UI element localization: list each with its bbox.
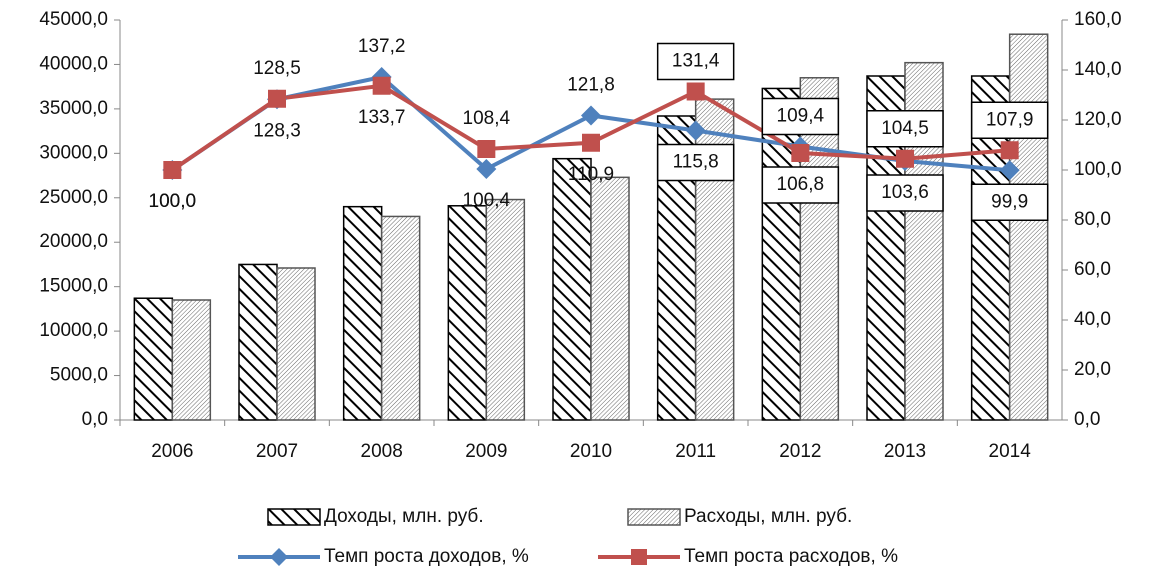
marker (1000, 141, 1019, 160)
x-tick-label: 2012 (779, 441, 821, 462)
data-label: 100,0 (149, 191, 197, 212)
y2-tick-label: 20,0 (1074, 359, 1111, 380)
data-label: 115,8 (673, 152, 719, 173)
marker (999, 160, 1020, 181)
data-label: 128,3 (253, 120, 301, 141)
data-label: 121,8 (567, 75, 615, 96)
y-tick-label: 25000,0 (39, 187, 108, 208)
x-tick-label: 2010 (570, 441, 612, 462)
x-tick-label: 2009 (465, 441, 507, 462)
bar (447, 205, 488, 421)
y2-tick-label: 60,0 (1074, 259, 1111, 280)
marker (372, 76, 391, 95)
label-box (866, 174, 944, 212)
label-box (656, 42, 735, 81)
marker (896, 149, 914, 168)
bar (276, 267, 316, 421)
bar (342, 205, 383, 421)
data-label: 100,4 (463, 190, 511, 211)
legend-swatch (627, 508, 681, 526)
marker (476, 159, 497, 179)
data-label: 99,9 (991, 191, 1028, 212)
data-label: 106,8 (777, 174, 825, 195)
x-tick-label: 2011 (675, 441, 716, 462)
legend-label: Темп роста расходов, % (684, 546, 898, 567)
bar (238, 263, 278, 421)
data-label: 100,0 (149, 191, 197, 212)
x-tick-label: 2008 (361, 441, 403, 462)
marker (163, 161, 182, 179)
marker (477, 140, 496, 158)
legend-marker (270, 548, 288, 566)
data-label: 107,9 (986, 109, 1034, 130)
label-box (761, 166, 840, 204)
data-label: 137,2 (358, 36, 406, 57)
y-tick-label: 15000,0 (39, 276, 108, 297)
legend-label: Расходы, млн. руб. (684, 506, 852, 527)
bar (171, 299, 212, 421)
y-tick-label: 0,0 (82, 409, 108, 430)
y2-tick-label: 100,0 (1074, 159, 1122, 180)
data-label: 103,6 (881, 182, 929, 203)
label-box (866, 110, 944, 148)
marker (581, 105, 601, 126)
y2-tick-label: 80,0 (1074, 209, 1111, 230)
data-label: 108,4 (463, 108, 511, 129)
label-box (761, 97, 840, 136)
marker (686, 82, 705, 101)
data-label: 131,4 (672, 51, 720, 72)
bar (485, 198, 526, 421)
marker (582, 133, 600, 152)
x-tick-label: 2013 (884, 441, 926, 462)
x-tick-label: 2014 (989, 441, 1032, 462)
y2-tick-label: 120,0 (1074, 109, 1122, 130)
bar (590, 176, 630, 421)
x-tick-label: 2006 (151, 441, 193, 462)
data-label: 110,9 (568, 164, 614, 185)
data-label: 128,5 (253, 58, 301, 79)
y-tick-label: 40000,0 (39, 53, 108, 74)
bar (1008, 33, 1049, 421)
bar (133, 297, 174, 421)
legend-swatch (267, 508, 321, 526)
y2-tick-label: 40,0 (1074, 309, 1111, 330)
legend-label: Доходы, млн. руб. (324, 506, 484, 527)
data-label: 133,7 (358, 107, 406, 128)
y-tick-label: 5000,0 (50, 365, 108, 386)
label-box (656, 143, 735, 182)
data-label: 104,5 (881, 118, 929, 139)
y2-tick-label: 0,0 (1074, 409, 1100, 430)
marker (268, 89, 286, 108)
y2-tick-label: 140,0 (1074, 59, 1122, 80)
y-tick-label: 35000,0 (39, 98, 108, 119)
x-tick-label: 2007 (256, 441, 298, 462)
bar (761, 87, 802, 421)
legend-marker (631, 549, 647, 565)
y-tick-label: 20000,0 (39, 231, 108, 252)
y-tick-label: 10000,0 (39, 320, 108, 341)
label-box (970, 101, 1049, 139)
y-tick-label: 45000,0 (39, 9, 108, 30)
bar (380, 215, 421, 421)
marker (685, 120, 706, 141)
legend-label: Темп роста доходов, % (324, 546, 529, 567)
y-tick-label: 30000,0 (39, 142, 108, 163)
data-label: 109,4 (777, 106, 825, 127)
label-box (970, 183, 1049, 221)
y2-tick-label: 160,0 (1074, 9, 1122, 30)
marker (791, 144, 810, 162)
bar (552, 157, 592, 421)
